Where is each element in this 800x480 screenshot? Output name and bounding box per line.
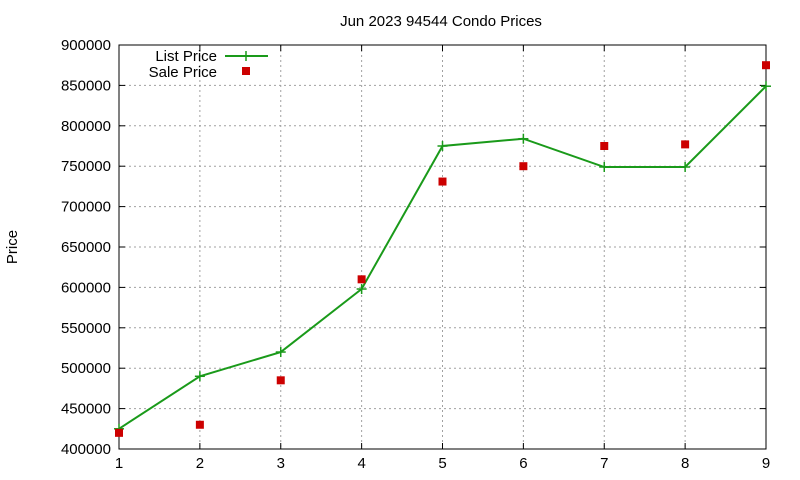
y-tick-label: 850000 [61, 77, 111, 94]
sale-price-point [195, 420, 204, 429]
sale-price-point [681, 140, 690, 149]
list-price-point [680, 162, 691, 173]
x-tick-label: 6 [519, 455, 527, 472]
grid-lines [119, 45, 766, 449]
sale-price-point [438, 177, 447, 186]
sale-price-point [519, 162, 528, 171]
y-tick-label: 550000 [61, 320, 111, 337]
x-tick-label: 5 [438, 455, 446, 472]
list-price-point [437, 141, 448, 151]
legend-label-sale-price: Sale Price [149, 64, 217, 81]
y-tick-label: 800000 [61, 118, 111, 135]
x-tick-label: 8 [681, 455, 689, 472]
y-axis-label: Price [4, 230, 21, 264]
y-tick-label: 700000 [61, 199, 111, 216]
x-tick-label: 4 [357, 455, 365, 472]
list-price-point [356, 284, 367, 295]
y-tick-labels: 400000 450000 500000 550000 600000 650000 7000… [61, 37, 111, 458]
x-tick-label: 3 [277, 455, 285, 472]
y-tick-label: 400000 [61, 441, 111, 458]
x-tick-label: 7 [600, 455, 608, 472]
plot-border [118, 44, 767, 450]
sale-price-point [276, 376, 285, 385]
chart-title: Jun 2023 94544 Condo Prices [340, 13, 542, 30]
sale-price-point [357, 275, 366, 284]
legend: List Price Sale Price [149, 48, 268, 81]
legend-marker-list-price [241, 51, 251, 61]
series-layer [114, 61, 771, 437]
sale-price-point [762, 61, 770, 70]
x-tick-labels: 1 2 3 4 5 6 7 8 9 [115, 455, 770, 472]
list-price-point [275, 347, 286, 358]
y-tick-label: 900000 [61, 37, 111, 54]
y-tick-label: 500000 [61, 360, 111, 377]
list-price-line [118, 85, 767, 430]
y-tick-label: 450000 [61, 401, 111, 418]
sale-price-point [600, 142, 609, 150]
y-tick-label: 600000 [61, 279, 111, 296]
sale-price-point [115, 428, 123, 437]
y-tick-label: 750000 [61, 158, 111, 175]
x-tick-label: 2 [196, 455, 204, 472]
list-price-point [599, 162, 610, 173]
axes [118, 44, 767, 450]
legend-label-list-price: List Price [155, 48, 217, 65]
list-price-point [194, 371, 205, 382]
x-tick-label: 9 [762, 455, 770, 472]
list-price-point [518, 133, 529, 144]
legend-marker-sale-price [242, 67, 250, 75]
y-tick-label: 650000 [61, 239, 111, 256]
list-price-point [761, 81, 771, 92]
x-tick-label: 1 [115, 455, 123, 472]
